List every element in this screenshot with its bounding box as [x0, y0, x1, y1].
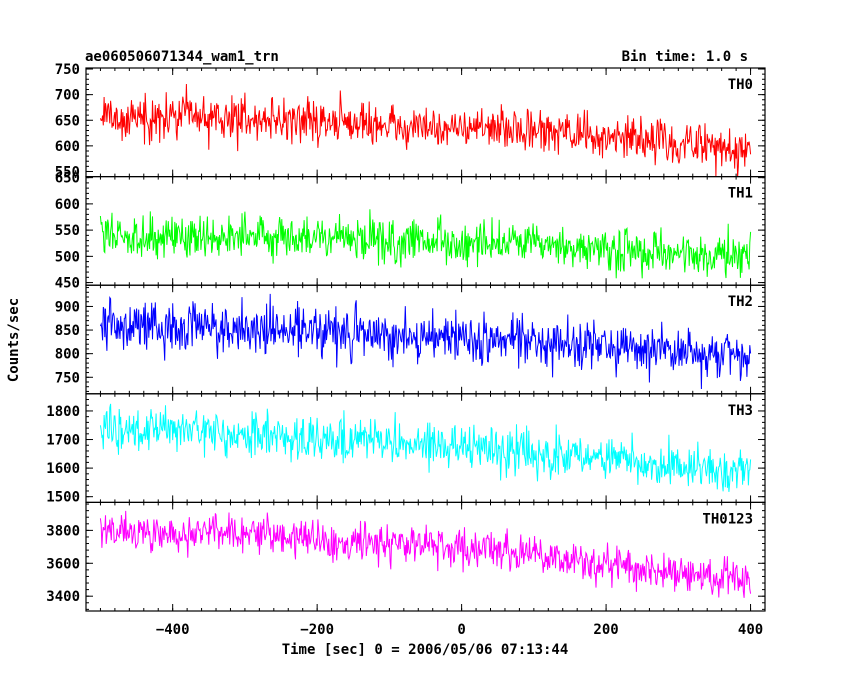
y-tick-label: 1800 [46, 404, 80, 420]
panel-th3: 1500 1600 1700 1800 TH3 [46, 393, 766, 506]
y-tick-label: 650 [55, 171, 80, 187]
y-tick-label: 550 [55, 164, 80, 180]
y-tick-label: 550 [55, 223, 80, 239]
panel-th2: 750 800 850 900 TH2 [55, 284, 766, 395]
x-tick-label: 200 [593, 622, 618, 638]
y-tick-label: 750 [55, 370, 80, 386]
y-tick-label: 600 [55, 139, 80, 155]
panel-th0: 550 600 650 700 750 TH0 [55, 62, 766, 180]
y-tick-label: 450 [55, 276, 80, 292]
panel-th1: 450 500 550 600 650 TH1 [55, 171, 766, 292]
panel-label-th2: TH2 [728, 294, 753, 310]
y-tick-label: 1700 [46, 433, 80, 449]
panel-label-th1: TH1 [728, 186, 753, 202]
series-line-th1 [99, 209, 752, 279]
x-tick-label: −200 [300, 622, 334, 638]
x-axis: −400 −200 0 200 400 [156, 622, 763, 638]
y-tick-label: 650 [55, 113, 80, 129]
y-tick-label: 850 [55, 323, 80, 339]
y-axis-label: Counts/sec [6, 298, 22, 382]
bin-time-label: Bin time: 1.0 s [622, 49, 748, 65]
series-line-th0 [99, 83, 752, 177]
y-tick-label: 1600 [46, 461, 80, 477]
x-tick-label: 400 [738, 622, 763, 638]
chart-title: ae060506071344_wam1_trn [85, 49, 279, 65]
y-tick-label: 600 [55, 197, 80, 213]
panel-label-th0123: TH0123 [702, 511, 753, 527]
series-line-th0123 [99, 510, 752, 598]
y-tick-label: 900 [55, 299, 80, 315]
y-tick-label: 700 [55, 88, 80, 104]
panels-group: 550 600 650 700 750 TH0 450 500 550 600 650 TH1 750 8… [46, 62, 766, 612]
x-tick-label: 0 [457, 622, 465, 638]
y-tick-label: 3400 [46, 589, 80, 605]
y-tick-label: 3600 [46, 556, 80, 572]
y-tick-label: 750 [55, 62, 80, 78]
x-tick-label: −400 [156, 622, 190, 638]
y-tick-label: 500 [55, 249, 80, 265]
y-tick-label: 1500 [46, 490, 80, 506]
series-line-th3 [99, 403, 752, 492]
series-line-th2 [99, 293, 752, 390]
y-tick-label: 800 [55, 347, 80, 363]
panel-label-th0: TH0 [728, 77, 753, 93]
x-axis-label: Time [sec] 0 = 2006/05/06 07:13:44 [282, 642, 569, 658]
panel-th0123: 3400 3600 3800 TH0123 [46, 501, 766, 612]
y-tick-label: 3800 [46, 523, 80, 539]
panel-label-th3: TH3 [728, 403, 753, 419]
